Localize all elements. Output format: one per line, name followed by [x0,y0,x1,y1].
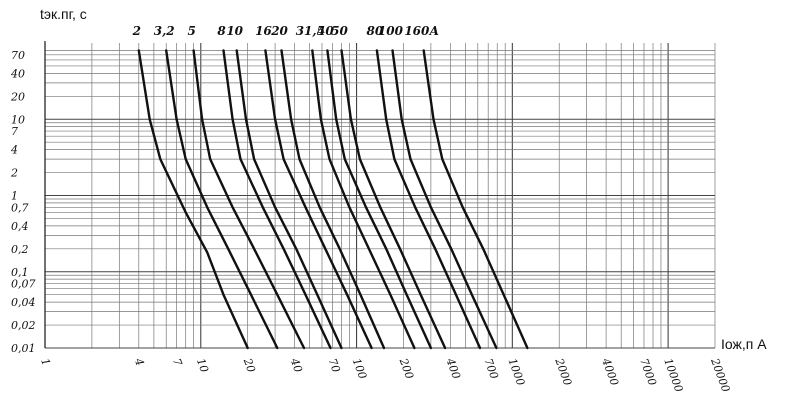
x-tick-label: 10000 [661,357,685,394]
curve-80 [375,49,482,350]
curve-3,2 [165,49,279,350]
curve-label: 2 [132,24,141,38]
y-tick-label: 10 [11,113,25,126]
y-tick-label: 40 [10,67,25,80]
x-tick-label: 1000 [506,357,528,388]
x-tick-label: 70 [326,357,343,375]
curve-31,5 [311,49,416,350]
curve-16 [264,49,373,350]
x-tick-label: 40 [287,356,304,375]
y-axis-title: tэк.пг, c [40,6,87,22]
y-tick-label: 20 [10,90,25,103]
x-tick-label: 1 [38,357,53,368]
curve-20 [280,49,386,350]
y-tick-label: 0,7 [11,201,29,214]
y-tick-label: 0,4 [11,220,29,233]
x-tick-label: 20 [241,356,258,375]
x-tick-label: 100 [350,357,369,381]
curve-label: 100 [378,24,404,38]
y-tick-label: 0,01 [11,342,36,355]
curve-5 [192,49,306,350]
curve-label: 20 [270,24,288,38]
x-axis-title: Iож,п A [721,336,767,352]
curve-50 [340,49,447,350]
x-tick-label: 700 [481,357,500,381]
y-tick-label: 0,04 [11,296,36,309]
curve-label: 80 [367,24,384,38]
y-tick-label: 0,02 [11,319,36,332]
x-tick-label: 4000 [599,356,621,388]
curve-100 [391,49,498,350]
y-tick-label: 0,1 [11,266,29,279]
curve-label: 5 [187,24,195,38]
x-tick-label: 7000 [637,357,659,388]
curve-label: 40 [317,24,334,38]
tick-labels: 0,010,020,040,070,10,20,40,7124710204070… [10,24,732,394]
curve-2 [137,49,249,350]
y-tick-label: 70 [11,49,25,62]
y-tick-label: 0,07 [11,278,36,291]
curve-8 [222,49,332,350]
x-tick-label: 2000 [552,356,574,388]
y-tick-label: 7 [11,125,18,138]
curve-label: 16 [255,24,272,38]
curve-label: 31,5 [296,24,325,38]
curve-label: 10 [226,24,243,38]
curve-10 [235,49,343,350]
x-tick-label: 4 [132,356,147,368]
x-tick-label: 7 [170,357,185,368]
y-tick-label: 4 [10,144,18,157]
curve-label: 50 [331,24,348,38]
y-tick-label: 1 [11,190,18,203]
x-tick-label: 400 [443,356,463,381]
y-tick-label: 2 [10,167,18,180]
x-tick-label: 10 [194,357,211,375]
curve-label: 8 [217,24,226,38]
curve-40 [326,49,433,350]
curve-160А [422,49,529,350]
curve-label: 3,2 [154,24,175,38]
y-tick-label: 0,2 [11,243,29,256]
x-tick-label: 200 [396,356,416,381]
curve-label: 160А [404,24,439,38]
curves [137,49,529,350]
x-tick-label: 20000 [708,356,733,394]
